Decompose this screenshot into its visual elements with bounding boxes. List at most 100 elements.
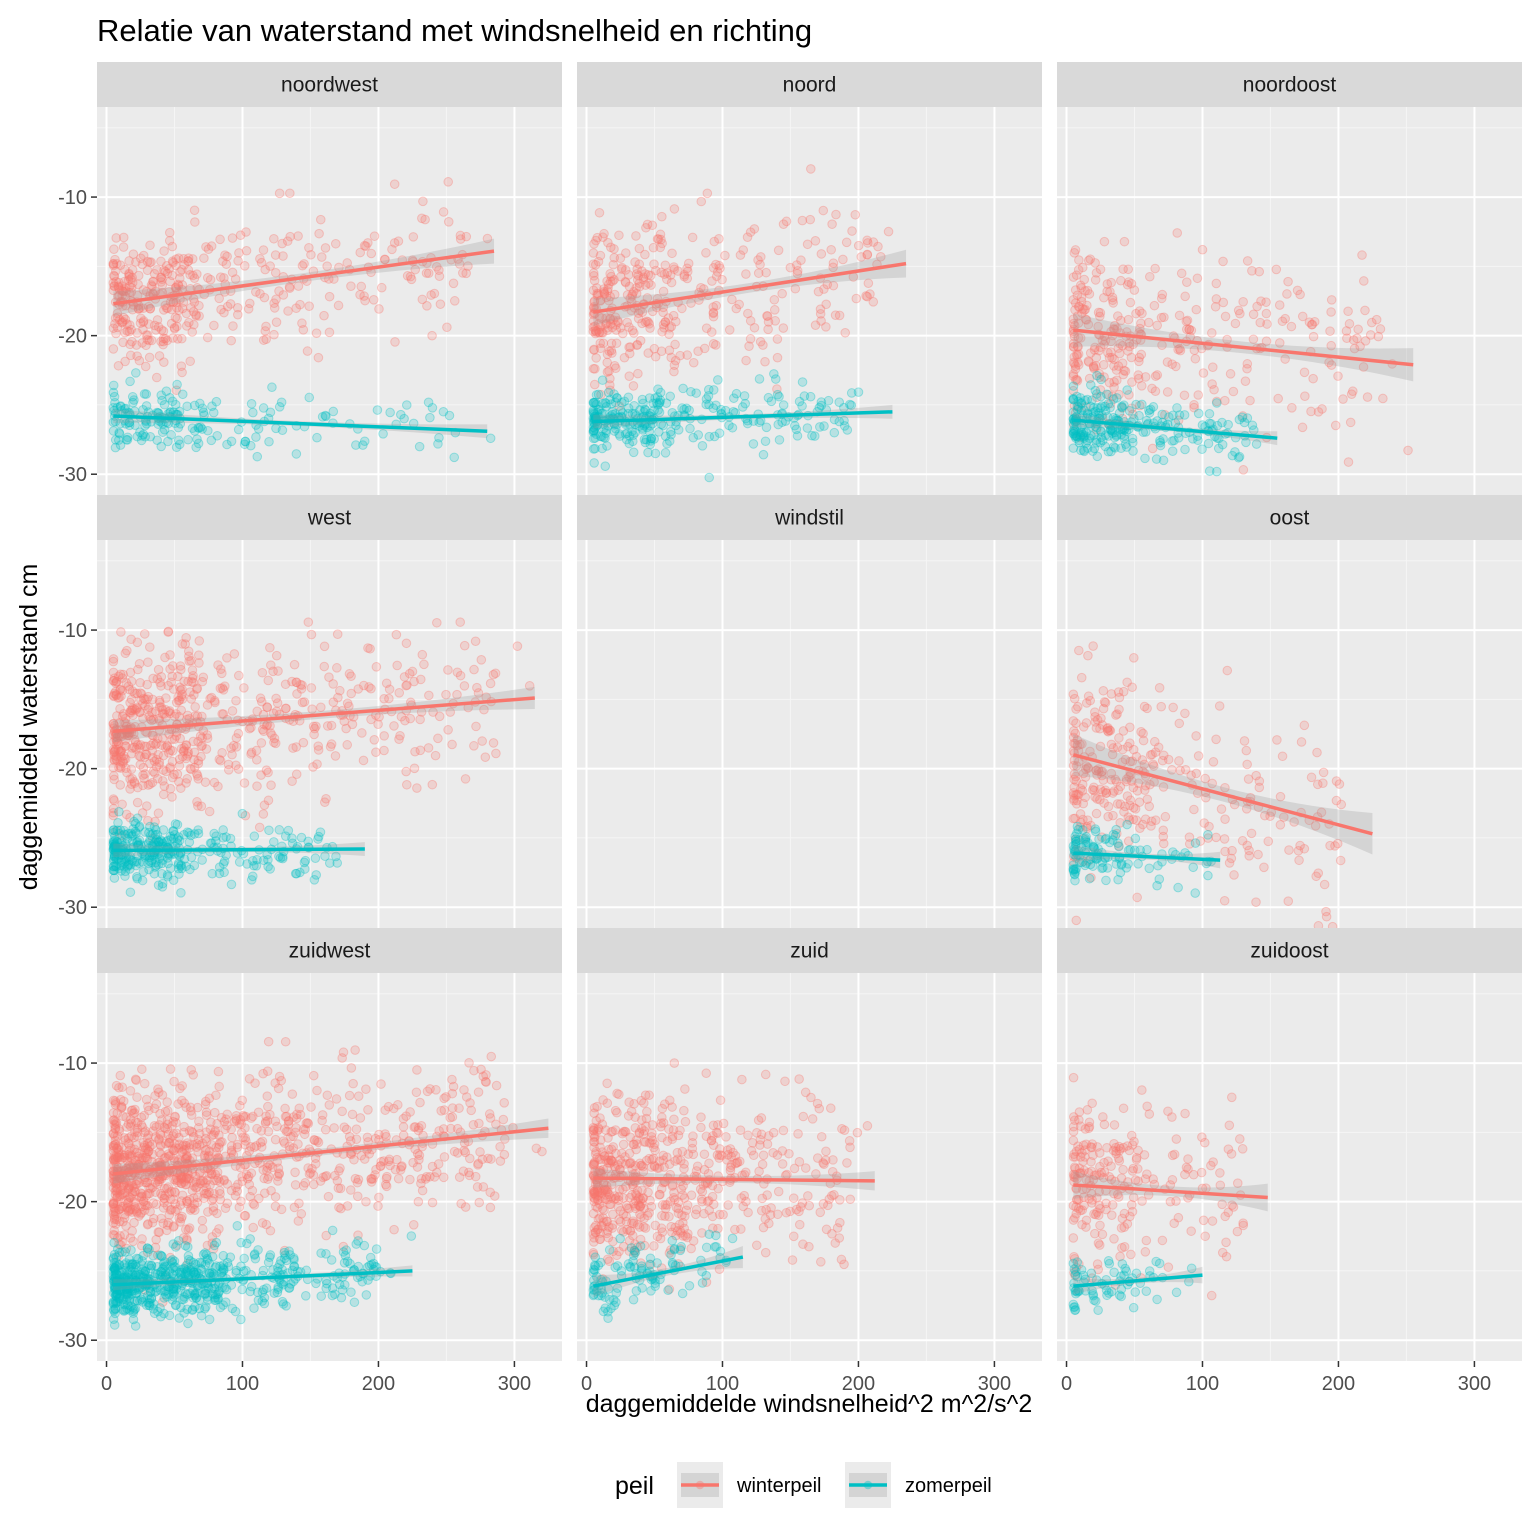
data-point: [489, 1191, 500, 1201]
data-point: [268, 666, 278, 677]
data-point: [134, 1192, 145, 1203]
data-point: [1129, 285, 1140, 295]
data-point: [1085, 859, 1096, 870]
data-point: [212, 1167, 223, 1177]
data-point: [211, 1142, 221, 1153]
data-point: [1191, 731, 1201, 741]
data-point: [162, 740, 173, 751]
data-point: [122, 834, 133, 844]
data-point: [242, 859, 252, 869]
data-point: [1088, 361, 1099, 372]
data-point: [664, 322, 675, 333]
data-point: [148, 673, 158, 684]
data-point: [108, 744, 119, 755]
data-point: [215, 1137, 226, 1147]
data-point: [169, 1221, 179, 1231]
data-point: [1345, 417, 1356, 428]
data-point: [128, 1236, 138, 1247]
data-point: [363, 1104, 373, 1115]
data-point: [225, 833, 236, 844]
data-point: [113, 291, 123, 302]
data-point: [664, 329, 674, 340]
data-point: [1079, 446, 1090, 457]
data-point: [163, 680, 174, 691]
data-point: [126, 634, 136, 645]
data-point: [591, 390, 602, 400]
data-point: [827, 219, 837, 229]
data-point: [667, 248, 677, 259]
data-point: [162, 1097, 172, 1107]
data-point: [293, 1216, 304, 1226]
data-point: [1131, 399, 1141, 410]
data-point: [210, 1127, 220, 1137]
data-point: [1077, 308, 1087, 318]
data-point: [109, 391, 120, 402]
data-point: [300, 855, 311, 866]
data-point: [262, 1165, 272, 1176]
data-point: [806, 164, 816, 174]
data-point: [163, 627, 173, 637]
data-point: [1071, 839, 1081, 849]
data-point: [168, 296, 179, 307]
data-point: [1403, 445, 1413, 456]
data-point: [146, 335, 157, 346]
data-point: [146, 715, 157, 726]
data-point: [1227, 450, 1238, 461]
data-point: [127, 705, 137, 716]
data-point: [277, 853, 288, 864]
data-point: [313, 831, 324, 842]
data-point: [235, 230, 246, 240]
data-point: [755, 252, 766, 262]
data-point: [660, 317, 671, 327]
data-point: [623, 403, 634, 413]
data-point: [233, 424, 244, 435]
data-point: [267, 730, 277, 741]
data-point: [156, 1188, 166, 1199]
data-point: [696, 196, 707, 207]
data-point: [144, 711, 154, 721]
facet-strip-label: noordwest: [281, 74, 378, 97]
data-point: [432, 1167, 442, 1178]
data-point: [145, 835, 155, 846]
data-point: [441, 689, 451, 700]
data-point: [333, 1183, 344, 1193]
data-point: [452, 667, 463, 678]
data-point: [380, 1105, 391, 1115]
data-point: [193, 758, 204, 769]
data-point: [1131, 815, 1142, 825]
data-point: [158, 336, 169, 347]
data-point: [165, 831, 176, 842]
data-point: [794, 396, 805, 407]
data-point: [184, 651, 194, 662]
data-point: [1078, 722, 1089, 732]
data-point: [620, 265, 631, 275]
data-point: [290, 1167, 300, 1178]
data-point: [153, 836, 164, 847]
data-point: [589, 345, 599, 355]
data-point: [1330, 841, 1340, 851]
data-point: [263, 795, 274, 806]
data-point: [198, 672, 209, 683]
data-point: [234, 857, 245, 867]
data-point: [139, 773, 149, 784]
data-point: [315, 1176, 326, 1186]
data-point: [368, 294, 379, 305]
data-point: [261, 720, 272, 731]
data-point: [605, 314, 615, 325]
data-point: [150, 1132, 161, 1142]
data-point: [667, 407, 678, 418]
data-point: [1098, 360, 1109, 370]
data-point: [1116, 429, 1127, 440]
data-point: [158, 326, 169, 336]
data-point: [1076, 397, 1087, 408]
data-point: [606, 271, 617, 282]
data-point: [142, 256, 153, 267]
data-point: [679, 271, 690, 282]
data-point: [148, 766, 159, 777]
data-point: [595, 321, 606, 332]
data-point: [127, 277, 138, 288]
data-point: [631, 231, 641, 241]
data-point: [773, 245, 784, 256]
data-point: [599, 284, 609, 294]
data-point: [178, 297, 189, 307]
